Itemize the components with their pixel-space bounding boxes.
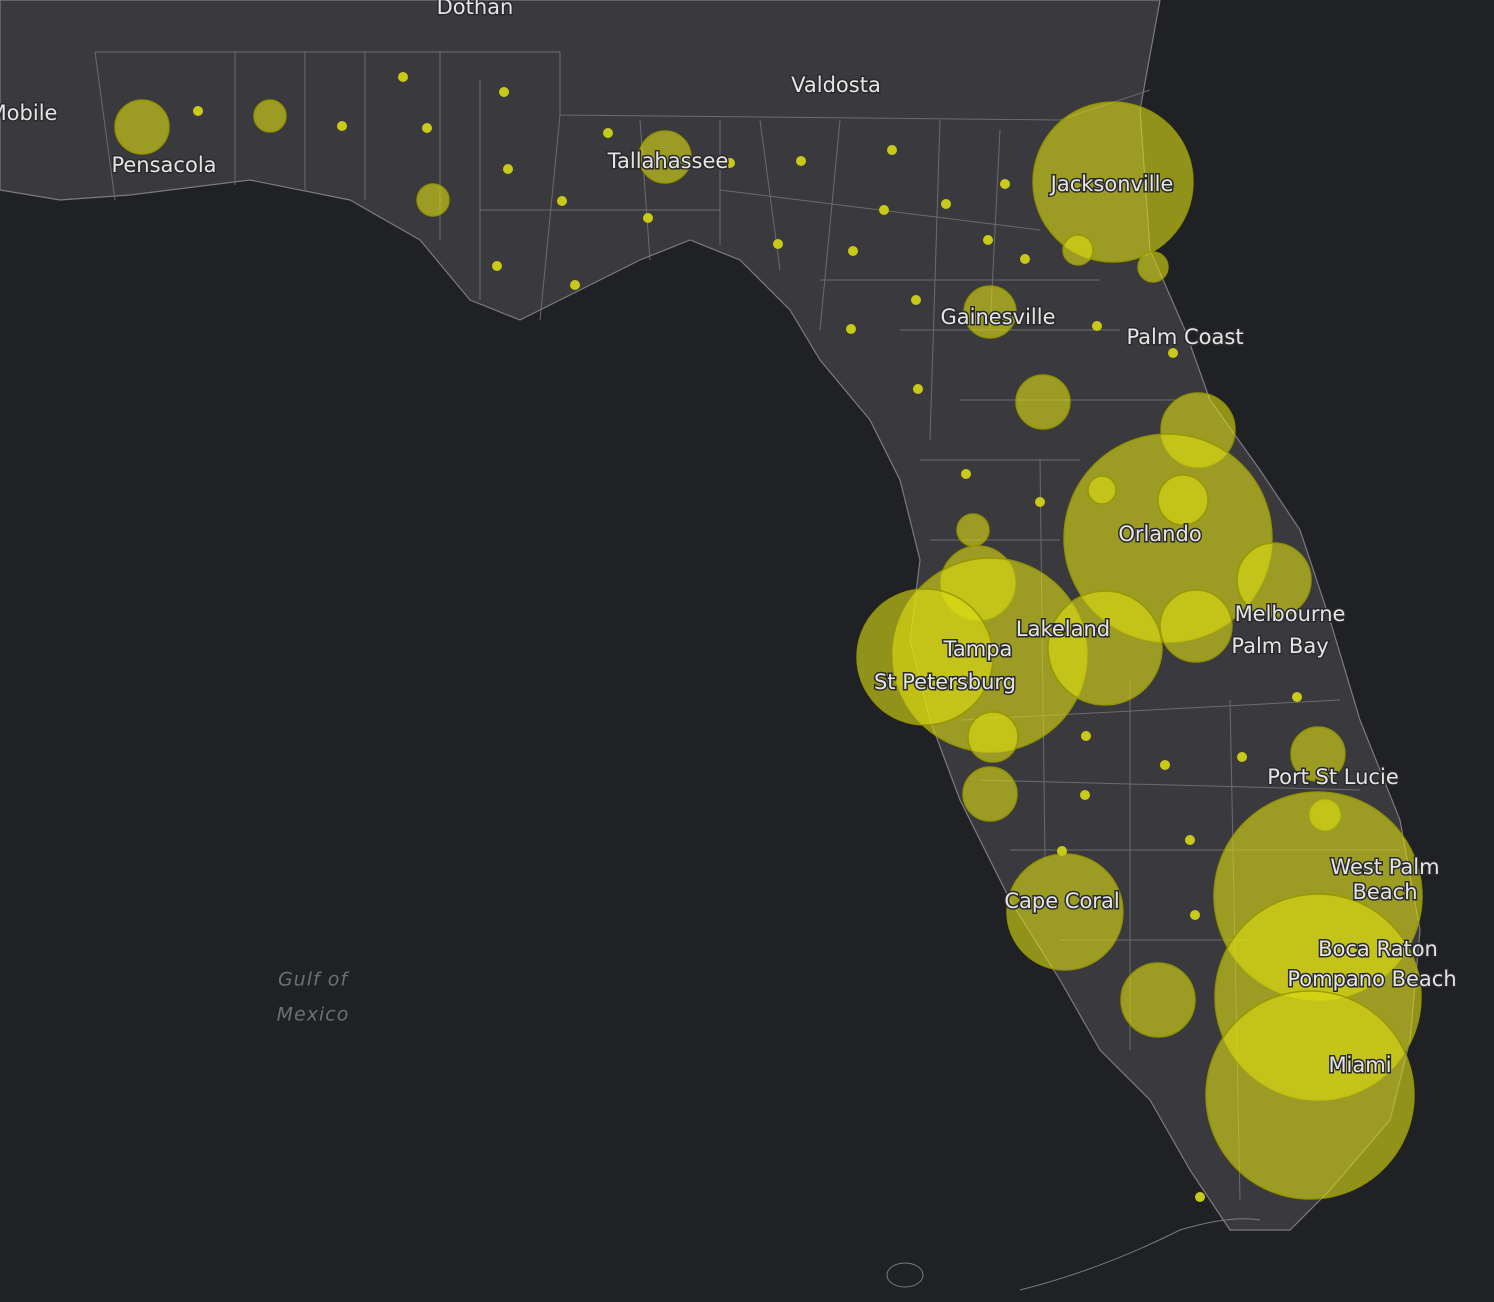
city-label: Melbourne [1235,602,1346,626]
case-circle [1015,374,1071,430]
case-dot [846,324,856,334]
case-circle [963,285,1017,339]
case-circle [416,183,450,217]
city-label: Tampa [943,637,1013,661]
case-dot [848,246,858,256]
case-dot [422,123,432,133]
case-circle [856,588,994,726]
city-label: Beach [1352,880,1417,904]
case-circle [1032,101,1194,263]
case-dot [879,205,889,215]
city-label: Miami [1328,1053,1391,1077]
case-circle [1157,474,1209,526]
city-label: Pompano Beach [1287,967,1456,991]
case-dot [1195,1192,1205,1202]
city-label: Boca Raton [1318,937,1438,961]
case-dot [1081,731,1091,741]
case-circle [1137,251,1169,283]
case-dot [499,87,509,97]
city-label: Valdosta [791,73,881,97]
city-label: St Petersburg [874,670,1016,694]
case-dot [1237,752,1247,762]
case-circle [1062,234,1094,266]
case-dot [193,106,203,116]
case-circle [253,99,287,133]
labels: Dothan Valdosta Mobile Pensacola Tallaha… [0,0,1458,1079]
city-label: Pensacola [111,153,216,177]
case-dot [570,280,580,290]
case-circle [967,711,1019,763]
case-dot [1080,790,1090,800]
city-label: Dothan [437,0,514,19]
city-label: Palm Bay [1231,634,1328,658]
case-circle [1290,726,1346,782]
case-dot [1035,497,1045,507]
case-dot [1020,254,1030,264]
city-label: Port St Lucie [1267,765,1399,789]
case-dot [887,145,897,155]
case-dot [725,158,735,168]
case-dot [1190,910,1200,920]
case-dot [1057,846,1067,856]
case-dot [557,196,567,206]
city-label: Gainesville [941,305,1056,329]
bubbles [114,99,1423,1200]
keys [886,1218,1261,1291]
case-circle [1236,542,1312,618]
case-dot [961,469,971,479]
water-label: Mexico [277,1004,350,1026]
case-dot [337,121,347,131]
water-label: Gulf of [278,969,350,991]
case-dot [1092,321,1102,331]
case-dot [773,239,783,249]
city-label: Orlando [1118,522,1201,546]
case-circle [1087,475,1117,505]
case-circle [1159,589,1233,663]
case-dot [503,164,513,174]
case-dot [983,235,993,245]
case-dot [1000,179,1010,189]
dots [193,72,1302,1202]
case-dot [1292,692,1302,702]
case-dot [1168,348,1178,358]
case-dot [913,384,923,394]
case-dot [796,156,806,166]
case-circle [962,766,1018,822]
city-label: Lakeland [1016,617,1110,641]
case-dot [1185,835,1195,845]
case-circle [1120,962,1196,1038]
case-circle [1205,990,1415,1200]
case-dot [643,213,653,223]
case-dot [398,72,408,82]
city-label: Jacksonville [1049,172,1174,196]
case-circle [638,130,692,184]
case-circle [956,513,990,547]
case-circle [1047,590,1163,706]
case-dot [911,295,921,305]
case-dot [941,199,951,209]
city-label: Cape Coral [1004,889,1119,913]
city-label: Palm Coast [1126,325,1243,349]
case-dot [492,261,502,271]
case-dot [603,128,613,138]
case-circle [114,99,170,155]
city-label: West Palm [1330,855,1439,879]
city-label: Mobile [0,101,57,125]
city-label: Tallahassee [607,149,729,173]
county-lines [234,52,1400,1201]
case-dot [1160,760,1170,770]
